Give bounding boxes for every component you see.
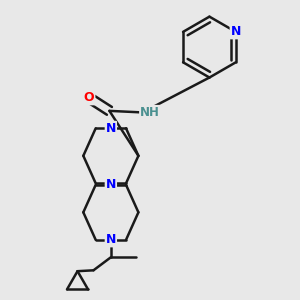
Text: N: N xyxy=(231,26,241,38)
Text: N: N xyxy=(106,178,116,191)
Text: NH: NH xyxy=(140,106,160,119)
Text: N: N xyxy=(106,122,116,135)
Text: O: O xyxy=(84,91,94,104)
Text: N: N xyxy=(106,233,116,246)
